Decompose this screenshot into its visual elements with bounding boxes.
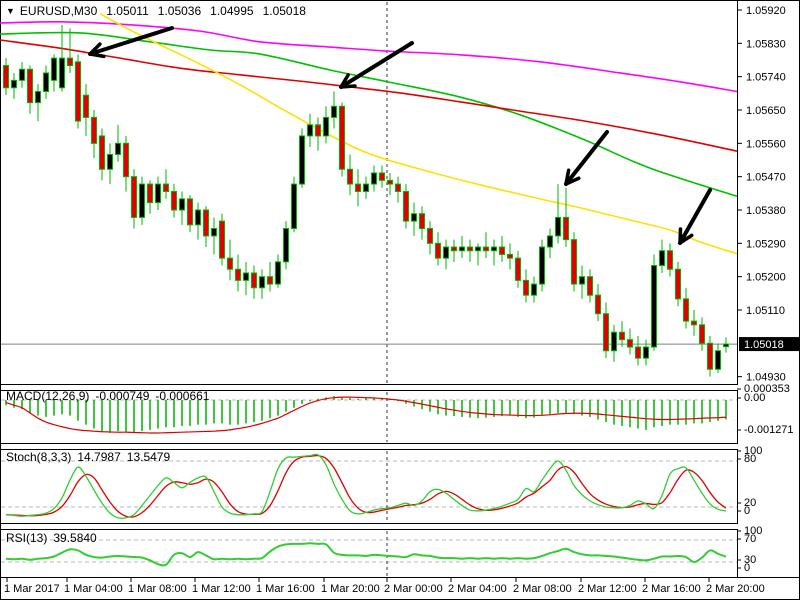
- price-axis[interactable]: 1.05920 1.05830 1.05740 1.05650 1.05560 1.054…: [737, 5, 794, 574]
- current-price-tag: 1.05018: [739, 337, 799, 352]
- svg-text:1.05110: 1.05110: [746, 305, 785, 317]
- svg-text:1.05650: 1.05650: [746, 105, 786, 117]
- candlesticks[interactable]: [3, 24, 729, 377]
- rsi-value: 39.5840: [53, 531, 97, 545]
- ma-line-yellow: [99, 13, 738, 255]
- rsi-main-line: [5, 542, 727, 567]
- svg-text:1.05470: 1.05470: [746, 172, 786, 184]
- stoch-name: Stoch(8,3,3): [6, 450, 72, 464]
- stoch-main-line: [5, 453, 727, 519]
- svg-text:70: 70: [744, 533, 756, 545]
- svg-text:2 Mar 00:00: 2 Mar 00:00: [384, 583, 443, 595]
- time-axis[interactable]: 1 Mar 2017 1 Mar 04:00 1 Mar 08:00 1 Mar 12…: [4, 578, 765, 595]
- indicator-level-lines: [1, 399, 737, 563]
- svg-text:2 Mar 08:00: 2 Mar 08:00: [513, 583, 572, 595]
- svg-text:1.04930: 1.04930: [746, 372, 786, 384]
- quote-close: 1.05018: [262, 4, 306, 18]
- ohlc-readout: ▼ EURUSD,M30 1.05011 1.05036 1.04995 1.05018: [6, 4, 306, 18]
- svg-text:0.00: 0.00: [744, 392, 765, 404]
- symbol-timeframe-label: EURUSD,M30: [19, 4, 98, 18]
- svg-text:-0.001271: -0.001271: [744, 424, 794, 436]
- svg-text:2 Mar 20:00: 2 Mar 20:00: [706, 583, 765, 595]
- svg-text:1 Mar 08:00: 1 Mar 08:00: [128, 583, 187, 595]
- stochastic-label: Stoch(8,3,3) 14.7987 13.5479: [6, 450, 176, 464]
- svg-text:1 Mar 16:00: 1 Mar 16:00: [256, 583, 315, 595]
- svg-text:1.05560: 1.05560: [746, 138, 786, 150]
- svg-text:100: 100: [744, 525, 762, 537]
- quote-high: 1.05036: [157, 4, 202, 18]
- macd-name: MACD(12,26,9): [6, 389, 90, 403]
- svg-text:0.000353: 0.000353: [744, 383, 790, 395]
- svg-text:1 Mar 20:00: 1 Mar 20:00: [321, 583, 380, 595]
- svg-text:2 Mar 04:00: 2 Mar 04:00: [448, 583, 507, 595]
- svg-text:1.05920: 1.05920: [746, 5, 786, 17]
- svg-text:0: 0: [744, 505, 750, 517]
- svg-text:2 Mar 12:00: 2 Mar 12:00: [578, 583, 637, 595]
- ma-line-red: [0, 39, 738, 152]
- annotation-arrows[interactable]: [88, 26, 712, 245]
- moving-average-lines[interactable]: [0, 13, 738, 255]
- quote-low: 1.04995: [210, 4, 254, 18]
- macd-pane-graphics[interactable]: [5, 396, 727, 434]
- svg-text:30: 30: [744, 554, 756, 566]
- svg-text:1 Mar 04:00: 1 Mar 04:00: [64, 583, 123, 595]
- svg-text:100: 100: [744, 445, 762, 457]
- svg-text:1 Mar 12:00: 1 Mar 12:00: [192, 583, 251, 595]
- quote-open: 1.05011: [106, 4, 149, 18]
- svg-text:80: 80: [744, 453, 756, 465]
- rsi-pane-graphics[interactable]: [5, 542, 727, 567]
- rsi-label: RSI(13) 39.5840: [6, 531, 103, 545]
- stoch-value-signal: 13.5479: [126, 450, 171, 464]
- svg-text:1.05290: 1.05290: [746, 238, 786, 250]
- svg-text:1.05380: 1.05380: [746, 205, 786, 217]
- macd-label: MACD(12,26,9) -0.000749 -0.000661: [6, 389, 215, 403]
- svg-text:1.05018: 1.05018: [744, 339, 784, 351]
- stoch-value-main: 14.7987: [77, 450, 121, 464]
- ma-line-green: [0, 31, 738, 198]
- macd-signal-line: [5, 396, 727, 434]
- svg-text:1.05740: 1.05740: [746, 72, 786, 84]
- svg-text:1.05200: 1.05200: [746, 272, 786, 284]
- svg-text:2 Mar 16:00: 2 Mar 16:00: [642, 583, 701, 595]
- macd-value-signal: -0.000661: [155, 389, 210, 403]
- symbol-dropdown-icon[interactable]: ▼: [6, 6, 15, 16]
- stochastic-pane-graphics[interactable]: [5, 453, 727, 519]
- svg-text:1.05830: 1.05830: [746, 38, 786, 50]
- macd-value-main: -0.000749: [95, 389, 150, 403]
- svg-text:20: 20: [744, 497, 756, 509]
- ma-line-magenta: [0, 21, 738, 93]
- svg-text:0: 0: [744, 562, 750, 574]
- svg-text:1 Mar 2017: 1 Mar 2017: [4, 583, 60, 595]
- rsi-name: RSI(13): [6, 531, 48, 545]
